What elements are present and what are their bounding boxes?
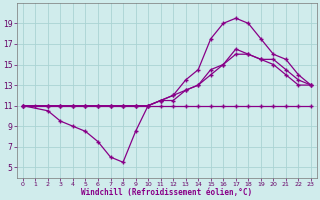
- X-axis label: Windchill (Refroidissement éolien,°C): Windchill (Refroidissement éolien,°C): [81, 188, 252, 197]
